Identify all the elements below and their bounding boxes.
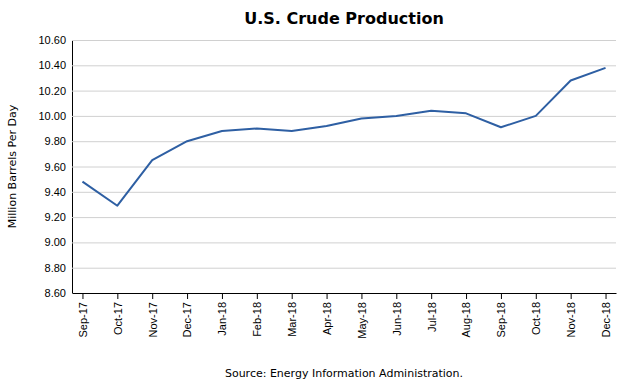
x-tick-label: Jan-18 [216, 302, 228, 336]
x-tick-label: May-18 [356, 302, 368, 339]
tick-mark [187, 293, 188, 299]
marks [82, 68, 605, 206]
x-tick: Oct-18 [530, 293, 542, 335]
title: U.S. Crude Production [244, 9, 444, 28]
y-tick: 10.60 [38, 34, 616, 46]
tick-mark [152, 293, 153, 299]
y-tick: 8.80 [45, 262, 616, 274]
grid-line [72, 65, 616, 66]
x-tick-label: Oct-17 [112, 302, 124, 335]
grid-line [72, 242, 616, 243]
x-tick: Dec-18 [600, 293, 612, 337]
tick-mark [501, 293, 502, 299]
grid-line [72, 40, 616, 41]
y-tick: 9.00 [45, 236, 616, 248]
x-tick-label: Feb-18 [251, 302, 263, 337]
x-tick-label: Apr-18 [321, 302, 333, 335]
x-tick: Sep-17 [77, 293, 89, 337]
y-tick: 10.40 [38, 59, 616, 71]
x-tick: Sep-18 [495, 293, 507, 337]
grid-line [72, 91, 616, 92]
y-tick-label: 10.20 [38, 85, 66, 97]
x-tick: Jan-18 [216, 293, 228, 336]
y-axis-line [73, 41, 617, 294]
y-axis-title: Million Barrels Per Day [6, 104, 19, 228]
y-tick-label: 10.00 [38, 110, 66, 122]
grid-line [72, 268, 616, 269]
y-tick: 10.00 [38, 110, 616, 122]
x-tick: Aug-18 [460, 293, 472, 337]
y-tick-label: 9.80 [45, 135, 66, 147]
tick-mark [257, 293, 258, 299]
grid-line [72, 293, 616, 294]
x-tick: Mar-18 [286, 293, 298, 337]
tick-mark [222, 293, 223, 299]
x-tick: Oct-17 [112, 293, 124, 335]
grid-line [72, 141, 616, 142]
y-axis: 8.60 8.80 9.00 9.20 9.40 9.60 9.80 10.00 10.20 10… [38, 34, 616, 299]
x-axis-title: Source: Energy Information Administratio… [225, 367, 463, 380]
x-tick: Nov-17 [147, 293, 159, 337]
y-tick-label: 10.60 [38, 34, 66, 46]
tick-mark [117, 293, 118, 299]
x-axis-line [73, 293, 617, 294]
y-tick: 9.20 [45, 211, 616, 223]
x-tick: Apr-18 [321, 293, 333, 335]
tick-mark [327, 293, 328, 299]
x-tick-label: Sep-18 [495, 302, 507, 337]
y-tick-label: 9.00 [45, 236, 66, 248]
y-tick: 10.20 [38, 85, 616, 97]
y-tick-label: 9.40 [45, 186, 66, 198]
x-tick-label: Nov-17 [147, 302, 159, 337]
x-tick: Nov-18 [565, 293, 577, 337]
plot-area: 8.60 8.80 9.00 9.20 9.40 9.60 9.80 10.00 10.20 10… [38, 34, 616, 339]
x-tick: Dec-17 [181, 293, 193, 337]
x-tick-label: Sep-17 [77, 302, 89, 337]
grid-line [72, 217, 616, 218]
tick-mark [396, 293, 397, 299]
y-tick-label: 9.60 [45, 161, 66, 173]
tick-mark [606, 293, 607, 299]
x-tick-label: Jul-18 [426, 302, 438, 332]
y-tick-label: 8.80 [45, 262, 66, 274]
x-axis: Sep-17 Oct-17 Nov-17 Dec-17 Jan-18 Feb-18 Mar-… [73, 293, 617, 339]
grid-line [72, 167, 616, 168]
grid-line [72, 192, 616, 193]
x-tick: Jun-18 [391, 293, 403, 336]
x-tick-label: Aug-18 [460, 302, 472, 337]
x-tick-label: Nov-18 [565, 302, 577, 337]
y-tick-label: 9.20 [45, 211, 66, 223]
y-tick-label: 10.40 [38, 59, 66, 71]
tick-mark [536, 293, 537, 299]
tick-mark [82, 293, 83, 299]
x-tick: Jul-18 [426, 293, 438, 332]
x-tick: May-18 [356, 293, 368, 339]
tick-mark [571, 293, 572, 299]
x-tick-label: Mar-18 [286, 302, 298, 337]
x-tick-label: Dec-18 [600, 302, 612, 337]
y-tick: 9.80 [45, 135, 616, 147]
y-tick-label: 8.60 [45, 287, 66, 299]
line [82, 68, 605, 206]
tick-mark [292, 293, 293, 299]
y-tick: 9.60 [45, 161, 616, 173]
chart: 8.60 8.80 9.00 9.20 9.40 9.60 9.80 10.00 10.20 10… [0, 0, 640, 385]
tick-mark [361, 293, 362, 299]
y-tick: 8.60 [45, 287, 616, 299]
x-tick-label: Dec-17 [181, 302, 193, 337]
x-tick-label: Oct-18 [530, 302, 542, 335]
x-tick: Feb-18 [251, 293, 263, 337]
x-tick-label: Jun-18 [391, 302, 403, 336]
tick-mark [466, 293, 467, 299]
tick-mark [431, 293, 432, 299]
